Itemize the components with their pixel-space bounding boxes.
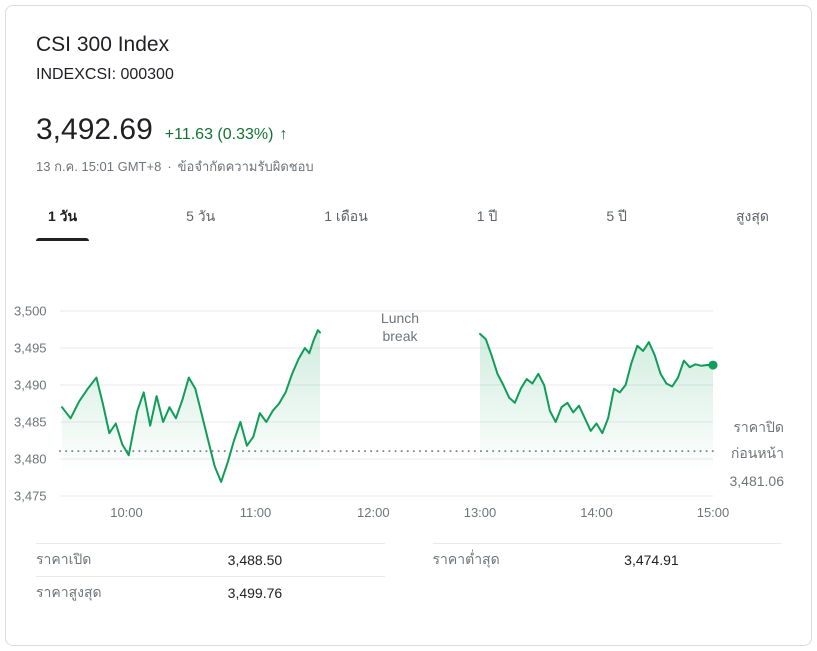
tab-5-day[interactable]: 5 วัน <box>186 208 216 224</box>
stats-table: ราคาเปิด 3,488.50 ราคาต่ำสุด 3,474.91 รา… <box>36 543 781 609</box>
price-chart[interactable]: 3,475 3,480 3,485 3,490 3,495 3,500 Lunch break… <box>6 283 812 527</box>
svg-text:3,495: 3,495 <box>14 341 47 356</box>
tab-5-year[interactable]: 5 ปี <box>606 208 627 224</box>
svg-text:3,475: 3,475 <box>14 489 47 504</box>
up-arrow-icon: ↑ <box>279 126 288 143</box>
quote-meta: 13 ก.ค. 15:01 GMT+8 · ข้อจำกัดความรับผิดชอ… <box>36 158 781 176</box>
svg-text:3,500: 3,500 <box>14 304 47 319</box>
current-price: 3,492.69 <box>36 113 153 146</box>
stat-open-value: 3,488.50 <box>227 552 283 568</box>
svg-text:ราคาปิด: ราคาปิด <box>733 419 784 435</box>
tab-1-year[interactable]: 1 ปี <box>476 208 498 224</box>
meta-separator: · <box>167 159 172 174</box>
stat-high-label: ราคาสูงสุด <box>36 584 102 600</box>
tab-max[interactable]: สูงสุด <box>735 208 769 224</box>
stat-high-value: 3,499.76 <box>227 585 283 601</box>
price-row: 3,492.69 +11.63 (0.33%) ↑ <box>36 112 781 148</box>
svg-text:3,485: 3,485 <box>14 415 47 430</box>
instrument-ticker: INDEXCSI: 000300 <box>36 66 174 83</box>
svg-text:12:00: 12:00 <box>357 505 390 520</box>
svg-text:3,480: 3,480 <box>14 452 47 467</box>
svg-text:3,481.06: 3,481.06 <box>730 473 785 489</box>
stat-open-row: ราคาเปิด 3,488.50 <box>36 543 385 576</box>
svg-text:14:00: 14:00 <box>580 505 613 520</box>
svg-text:ก่อนหน้า: ก่อนหน้า <box>731 445 784 461</box>
svg-text:3,490: 3,490 <box>14 378 47 393</box>
disclaimer-link[interactable]: ข้อจำกัดความรับผิดชอบ <box>177 159 314 174</box>
price-change: +11.63 (0.33%) <box>164 126 274 143</box>
instrument-title: CSI 300 Index <box>36 33 170 56</box>
tab-1-day[interactable]: 1 วัน <box>36 200 90 241</box>
svg-text:10:00: 10:00 <box>110 505 143 520</box>
svg-text:13:00: 13:00 <box>464 505 497 520</box>
stat-open-label: ราคาเปิด <box>36 551 92 567</box>
stat-high-row: ราคาสูงสุด 3,499.76 <box>36 576 385 609</box>
svg-text:11:00: 11:00 <box>240 505 272 520</box>
range-tabs: 1 วัน 5 วัน 1 เดือน 1 ปี 5 ปี สูงสุด <box>36 200 781 241</box>
tab-1-month[interactable]: 1 เดือน <box>324 208 368 224</box>
stat-low-row: ราคาต่ำสุด 3,474.91 <box>432 543 781 576</box>
quote-timestamp: 13 ก.ค. 15:01 GMT+8 <box>36 159 162 174</box>
finance-card: CSI 300 Index INDEXCSI: 000300 3,492.69 … <box>5 5 812 646</box>
svg-text:break: break <box>382 328 418 344</box>
svg-text:15:00: 15:00 <box>697 505 730 520</box>
stat-empty-cell <box>433 576 782 608</box>
stat-low-value: 3,474.91 <box>624 552 679 568</box>
svg-text:Lunch: Lunch <box>381 310 419 326</box>
stat-low-label: ราคาต่ำสุด <box>432 551 500 567</box>
